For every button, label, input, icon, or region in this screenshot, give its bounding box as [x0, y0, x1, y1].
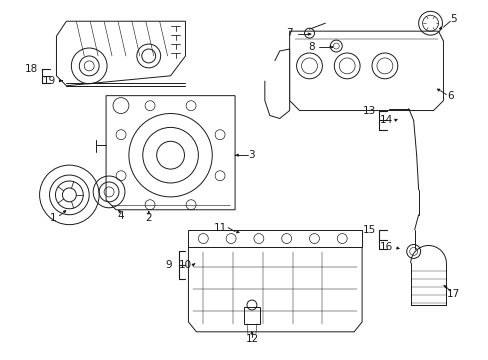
Text: 13: 13	[362, 105, 375, 116]
Text: 18: 18	[25, 64, 38, 74]
Text: 9: 9	[165, 260, 172, 270]
Polygon shape	[106, 96, 235, 210]
Text: 6: 6	[446, 91, 453, 101]
Polygon shape	[264, 49, 289, 118]
Text: 2: 2	[145, 213, 152, 223]
Text: 3: 3	[248, 150, 255, 160]
Text: 19: 19	[43, 76, 56, 86]
Text: 15: 15	[362, 225, 375, 235]
Polygon shape	[289, 31, 443, 111]
Text: 10: 10	[179, 260, 192, 270]
Text: 7: 7	[286, 28, 292, 38]
Polygon shape	[56, 21, 185, 86]
Polygon shape	[244, 307, 259, 324]
Text: 1: 1	[50, 213, 57, 223]
Text: 16: 16	[380, 243, 393, 252]
Text: 4: 4	[118, 211, 124, 221]
Text: 8: 8	[307, 42, 314, 52]
Text: 17: 17	[446, 289, 459, 299]
Polygon shape	[188, 230, 361, 247]
Text: 11: 11	[213, 222, 226, 233]
Text: 5: 5	[449, 14, 456, 24]
Text: 12: 12	[245, 334, 258, 344]
Polygon shape	[188, 247, 361, 332]
Text: 14: 14	[380, 116, 393, 126]
